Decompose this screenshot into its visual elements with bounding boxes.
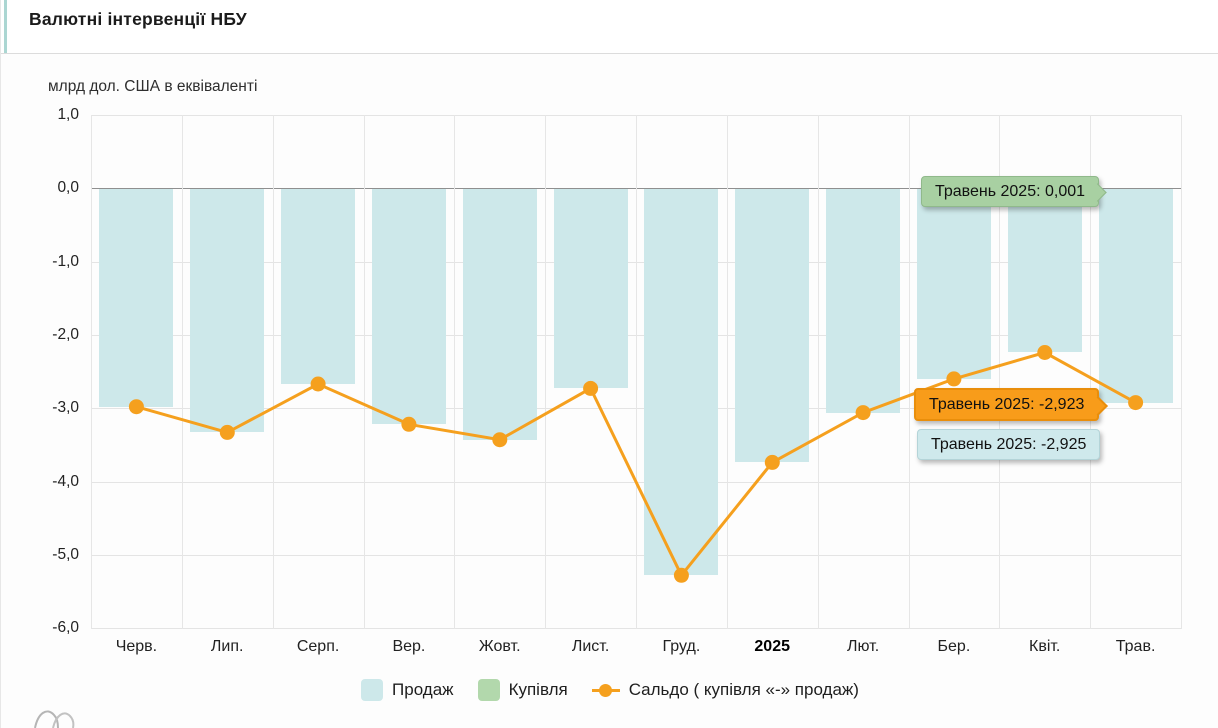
y-tick-label: 1,0 (57, 106, 79, 123)
v-gridline (181, 115, 183, 629)
v-gridline (636, 115, 637, 629)
y-tick-label: -3,0 (52, 399, 79, 417)
x-tick-label-: Лип. (210, 638, 244, 655)
saldo-point-[interactable] (855, 405, 871, 421)
y-tick-label: -4,0 (52, 472, 79, 490)
saldo-point-[interactable] (310, 376, 326, 392)
bar-продаж-[interactable] (462, 189, 537, 440)
x-tick-label-: Бер. (937, 638, 971, 655)
tooltip-saldo: Травень 2025: -2,923 (914, 388, 1109, 421)
saldo-point-[interactable] (1128, 395, 1144, 411)
v-gridline (454, 115, 456, 629)
legend-item-prodazh[interactable]: Продаж (361, 679, 454, 701)
x-tick-label-: Лют. (847, 638, 880, 655)
x-tick-label-: Квіт. (1029, 638, 1061, 655)
legend-label-kupivlia: Купівля (508, 680, 568, 699)
legend-label-saldo: Сальдо ( купівля «-» продаж) (628, 680, 859, 699)
tooltip-prodazh: Травень 2025: -2,925 (917, 429, 1101, 460)
bar-продаж-2025[interactable] (735, 189, 810, 463)
chart-plot-area (91, 115, 1182, 630)
v-gridline (91, 115, 92, 629)
bar-продаж-[interactable] (190, 189, 265, 433)
saldo-line-marker-icon (591, 683, 620, 697)
v-gridline (1181, 115, 1182, 629)
kupivlia-swatch-icon (477, 679, 500, 701)
v-gridline (817, 115, 819, 629)
saldo-line (135, 350, 1137, 579)
saldo-point-[interactable] (492, 432, 508, 448)
v-gridline (999, 115, 1001, 629)
saldo-point-[interactable] (946, 371, 962, 387)
legend-label-prodazh: Продаж (392, 680, 454, 699)
y-tick-label: -5,0 (52, 545, 79, 563)
bar-продаж-[interactable] (281, 189, 356, 384)
saldo-line-layer (128, 345, 1144, 583)
x-tick-label-: Трав. (1115, 638, 1156, 655)
chart-title: Валютні інтервенції НБУ (29, 9, 247, 29)
tooltip-kupivlia-text: Травень 2025: 0,001 (935, 183, 1086, 200)
bar-продаж-[interactable] (826, 189, 901, 413)
y-tick-label: 0,0 (57, 179, 79, 197)
bar-продаж-[interactable] (99, 189, 174, 407)
bar-продаж-[interactable] (916, 189, 991, 379)
bar-продаж-[interactable] (553, 189, 628, 389)
tooltip-saldo-text: Травень 2025: -2,923 (929, 396, 1085, 413)
bar-продаж-[interactable] (371, 189, 446, 425)
bar-продаж-[interactable] (644, 189, 719, 576)
v-gridline (726, 115, 728, 629)
y-tick-label: -2,0 (52, 325, 79, 343)
y-axis-units-label: млрд дол. США в еквіваленті (48, 78, 258, 95)
card-header: Валютні інтервенції НБУ (1, 0, 1218, 54)
tooltip-kupivlia: Травень 2025: 0,001 (921, 176, 1107, 207)
bar-продаж-[interactable] (1007, 189, 1082, 353)
saldo-point-[interactable] (583, 380, 599, 396)
x-tick-label-: Черв. (115, 638, 158, 655)
y-tick-label: -1,0 (52, 252, 79, 270)
v-gridline (908, 115, 910, 629)
saldo-point-[interactable] (401, 416, 417, 432)
v-gridline (545, 115, 547, 629)
saldo-point-2025[interactable] (764, 454, 780, 470)
saldo-point-[interactable] (673, 567, 689, 583)
bar-продаж-[interactable] (1098, 189, 1173, 403)
x-tick-label-: Лист. (571, 638, 610, 655)
saldo-point-[interactable] (219, 424, 235, 440)
watermark-doodle-icon (34, 710, 75, 728)
x-tick-label-2025: 2025 (754, 638, 790, 655)
prodazh-swatch-icon (361, 679, 384, 701)
x-tick-label-: Жовт. (478, 638, 521, 655)
x-tick-label-: Вер. (392, 638, 426, 655)
tooltip-prodazh-text: Травень 2025: -2,925 (931, 436, 1087, 453)
v-gridline (363, 115, 365, 629)
y-tick-label: -6,0 (52, 619, 79, 637)
legend-item-saldo[interactable]: Сальдо ( купівля «-» продаж) (591, 680, 859, 700)
header-accent-bar (4, 0, 7, 53)
v-gridline (1090, 115, 1092, 629)
saldo-point-[interactable] (1037, 345, 1053, 360)
legend-item-kupivlia[interactable]: Купівля (477, 679, 568, 701)
v-gridline (272, 115, 274, 629)
saldo-point-[interactable] (128, 399, 144, 415)
saldo-dot-icon (599, 683, 613, 697)
legend: Продаж Купівля Сальдо ( купівля «-» прод… (1, 679, 1218, 701)
x-tick-label-: Груд. (662, 638, 701, 655)
x-tick-label-: Серп. (296, 638, 340, 655)
